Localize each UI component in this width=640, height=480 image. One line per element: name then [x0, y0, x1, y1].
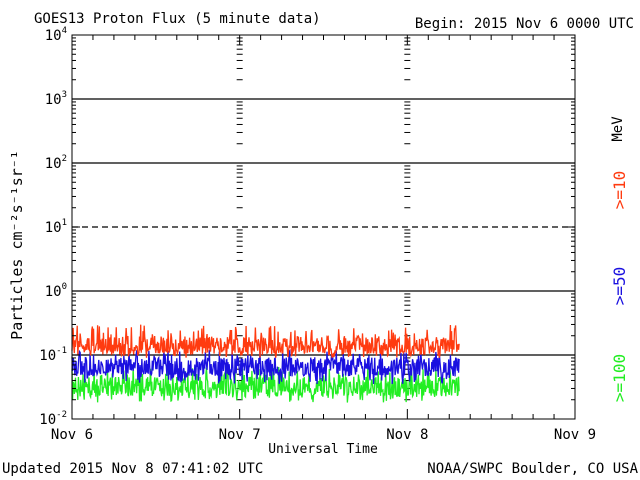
- y-tick-label: 103: [45, 90, 67, 108]
- y-tick-exponent: 3: [62, 90, 67, 100]
- x-tick-label: Nov 9: [554, 427, 596, 443]
- legend-ge100: >=100: [610, 354, 629, 402]
- gridlines: [72, 98, 575, 356]
- x-axis-label: Universal Time: [268, 442, 378, 457]
- legend-unit: MeV: [610, 116, 626, 142]
- legend-ge50: >=50: [610, 267, 629, 306]
- source-credit: NOAA/SWPC Boulder, CO USA: [427, 461, 638, 477]
- x-tick-label: Nov 6: [51, 427, 93, 443]
- y-tick-exponent: 2: [62, 154, 67, 164]
- y-tick-label: 104: [45, 26, 67, 44]
- legend-ge10: >=10: [610, 171, 629, 210]
- y-tick-exponent: -1: [56, 346, 67, 356]
- begin-label: Begin: 2015 Nov 6 0000 UTC: [415, 16, 634, 32]
- y-tick-label: 102: [45, 154, 67, 172]
- y-tick-exponent: 0: [62, 282, 67, 292]
- y-tick-label: 10-2: [39, 410, 67, 428]
- x-tick-label: Nov 8: [386, 427, 428, 443]
- y-tick-label: 100: [45, 282, 67, 300]
- x-tick-label: Nov 7: [219, 427, 261, 443]
- y-tick-exponent: 4: [62, 26, 67, 36]
- series-layer: [71, 324, 460, 403]
- series-line: [71, 366, 460, 403]
- series-line: [71, 349, 460, 385]
- y-axis-label: Particles cm⁻²s⁻¹sr⁻¹: [8, 150, 26, 340]
- y-tick-label: 10-1: [39, 346, 67, 364]
- day-tick-marks: [236, 37, 411, 401]
- updated-timestamp: Updated 2015 Nov 8 07:41:02 UTC: [2, 461, 263, 477]
- x-axis-ticks: Nov 6 Nov 7 Nov 8 Nov 9: [51, 35, 596, 443]
- chart-title: GOES13 Proton Flux (5 minute data): [34, 11, 321, 27]
- series-line: [71, 324, 460, 358]
- y-tick-label: 101: [45, 218, 67, 236]
- y-tick-exponent: 1: [62, 218, 67, 228]
- y-tick-exponent: -2: [56, 410, 67, 420]
